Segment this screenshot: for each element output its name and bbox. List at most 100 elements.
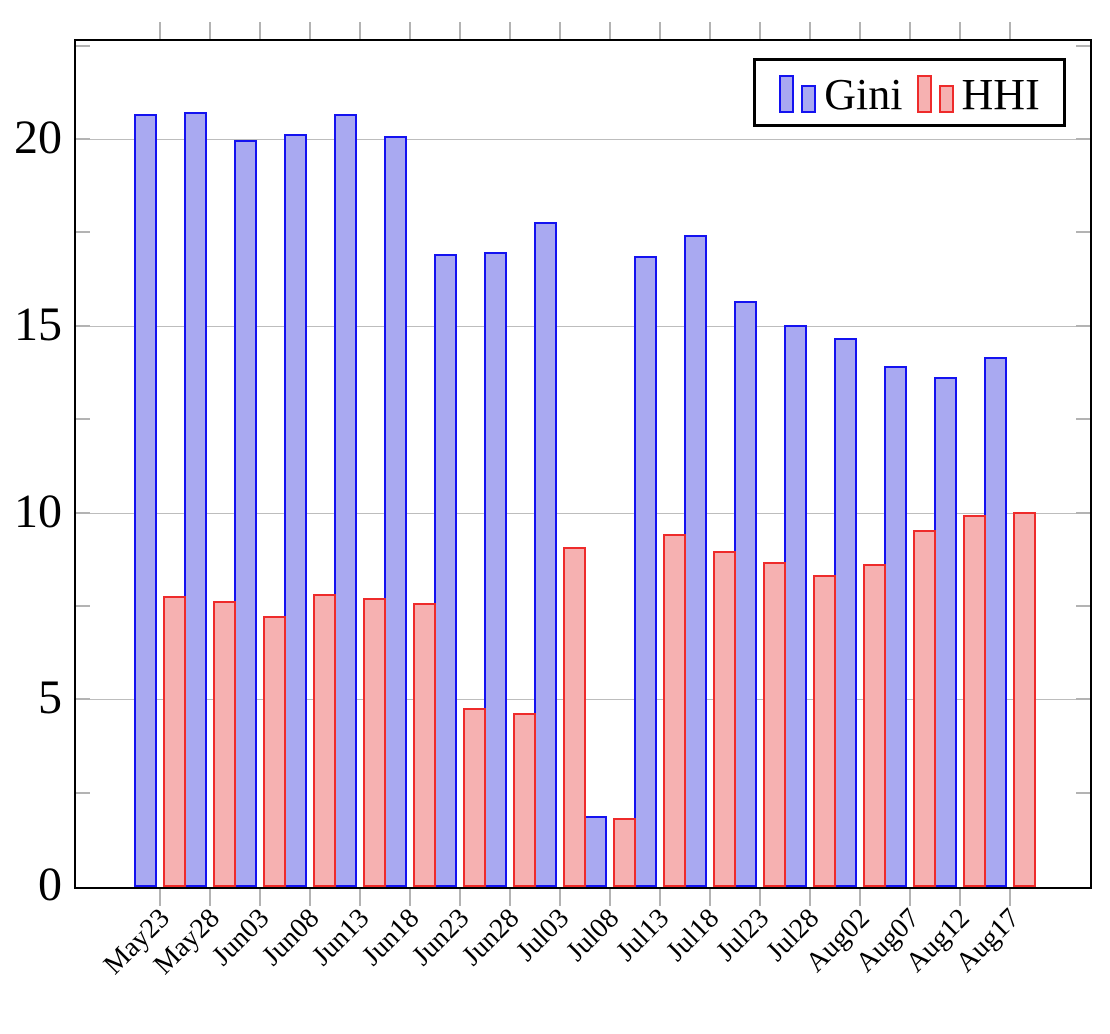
legend-label-gini: Gini — [824, 69, 903, 119]
x-tick-label-Jun23: Jun23 — [406, 902, 476, 972]
y-minor-tick — [76, 44, 90, 47]
y-gridline — [76, 325, 1090, 327]
y-minor-tick — [1076, 44, 1090, 47]
x-tick-Jul18 — [709, 889, 711, 906]
y-tick-label-20: 20 — [14, 111, 62, 165]
x-tick-Aug17 — [1009, 22, 1011, 39]
bar-gini-Jul23 — [734, 301, 757, 887]
x-tick-Aug12 — [959, 889, 961, 906]
bar-gini-Jun18 — [384, 136, 407, 887]
y-tick-label-15: 15 — [14, 297, 62, 351]
x-tick-label-Jul18: Jul18 — [660, 902, 726, 968]
x-tick-Jul08 — [609, 889, 611, 906]
bar-gini-May28 — [184, 112, 207, 887]
y-gridline — [76, 512, 1090, 514]
bar-hhi-Jul28 — [813, 575, 836, 887]
gini-bar-swatch-icon — [779, 75, 795, 113]
x-tick-label-Jun08: Jun08 — [256, 902, 326, 972]
y-minor-tick — [1076, 791, 1090, 794]
y-minor-tick — [76, 418, 90, 421]
bar-hhi-Aug12 — [963, 515, 986, 887]
x-tick-Jul13 — [659, 22, 661, 39]
bar-gini-Aug07 — [884, 366, 907, 887]
bar-hhi-Jun03 — [263, 616, 286, 887]
x-tick-Jun03 — [259, 22, 261, 39]
bar-gini-Jun08 — [284, 134, 307, 887]
bar-hhi-Jun18 — [413, 603, 436, 887]
x-tick-Jun23 — [459, 889, 461, 906]
plot-area — [74, 22, 1092, 906]
y-major-tick — [1076, 324, 1090, 327]
y-minor-tick — [76, 791, 90, 794]
y-minor-tick — [1076, 231, 1090, 234]
x-tick-Jun28 — [509, 889, 511, 906]
y-tick-label-0: 0 — [38, 858, 62, 912]
y-major-tick — [1076, 138, 1090, 140]
legend-label-hhi: HHI — [961, 69, 1040, 119]
bar-hhi-Jul13 — [663, 534, 686, 887]
bar-gini-Aug12 — [934, 377, 957, 887]
x-tick-Aug17 — [1009, 889, 1011, 906]
x-tick-Jun13 — [359, 889, 361, 906]
y-tick-label-10: 10 — [14, 484, 62, 538]
y-gridline — [76, 139, 1090, 140]
bar-hhi-May28 — [213, 601, 236, 887]
x-tick-label-Jul03: Jul03 — [510, 902, 576, 968]
bar-hhi-Jul18 — [713, 551, 736, 887]
legend: Gini HHI — [753, 58, 1066, 127]
bar-hhi-Jul08 — [613, 818, 636, 887]
x-tick-Aug02 — [859, 889, 861, 906]
y-tick-label-5: 5 — [38, 671, 62, 725]
x-tick-label-Jul08: Jul08 — [560, 902, 626, 968]
x-tick-Jun18 — [409, 22, 411, 39]
x-tick-Aug07 — [909, 22, 911, 39]
bar-gini-Jul18 — [684, 235, 707, 887]
y-major-tick — [76, 698, 90, 701]
hhi-bar-swatch-icon — [916, 75, 932, 113]
bar-gini-Jun23 — [434, 254, 457, 887]
x-tick-May28 — [209, 22, 211, 39]
bar-hhi-Jun08 — [313, 594, 336, 887]
x-tick-label-Jun18: Jun18 — [356, 902, 426, 972]
y-minor-tick — [76, 231, 90, 234]
bar-gini-May23 — [134, 114, 157, 887]
y-major-tick — [76, 324, 90, 327]
x-tick-Jul03 — [559, 889, 561, 906]
bar-hhi-May23 — [163, 596, 186, 887]
bar-gini-Jul08 — [584, 816, 607, 887]
x-tick-Jul23 — [759, 22, 761, 39]
gini-bar-swatch-icon — [801, 85, 817, 113]
y-major-tick — [1076, 511, 1090, 514]
x-tick-Jul28 — [809, 889, 811, 906]
y-minor-tick — [1076, 418, 1090, 421]
x-tick-Jul23 — [759, 889, 761, 906]
bar-gini-Aug02 — [834, 338, 857, 887]
x-tick-Jun13 — [359, 22, 361, 39]
bar-hhi-Jun13 — [363, 598, 386, 887]
bar-gini-Jul28 — [784, 325, 807, 887]
bar-hhi-Jul23 — [763, 562, 786, 887]
x-tick-Jul08 — [609, 22, 611, 39]
x-tick-label-Jun28: Jun28 — [456, 902, 526, 972]
x-tick-label-Jul13: Jul13 — [610, 902, 676, 968]
bar-hhi-Aug17 — [1013, 512, 1036, 887]
bar-gini-Jun13 — [334, 114, 357, 887]
x-tick-Jul18 — [709, 22, 711, 39]
x-tick-Aug07 — [909, 889, 911, 906]
y-major-tick — [76, 511, 90, 514]
bar-gini-Jul03 — [534, 222, 557, 887]
x-tick-Aug12 — [959, 22, 961, 39]
x-tick-Jun08 — [309, 22, 311, 39]
x-tick-Jun23 — [459, 22, 461, 39]
bar-hhi-Jul03 — [563, 547, 586, 887]
x-tick-Jun08 — [309, 889, 311, 906]
bar-hhi-Jun28 — [513, 713, 536, 887]
y-major-tick — [1076, 698, 1090, 701]
bar-gini-Aug17 — [984, 357, 1007, 887]
legend-swatch-gini — [779, 75, 817, 113]
x-tick-Jul28 — [809, 22, 811, 39]
y-major-tick — [76, 138, 90, 140]
y-minor-tick — [76, 604, 90, 607]
legend-swatch-hhi — [916, 75, 954, 113]
